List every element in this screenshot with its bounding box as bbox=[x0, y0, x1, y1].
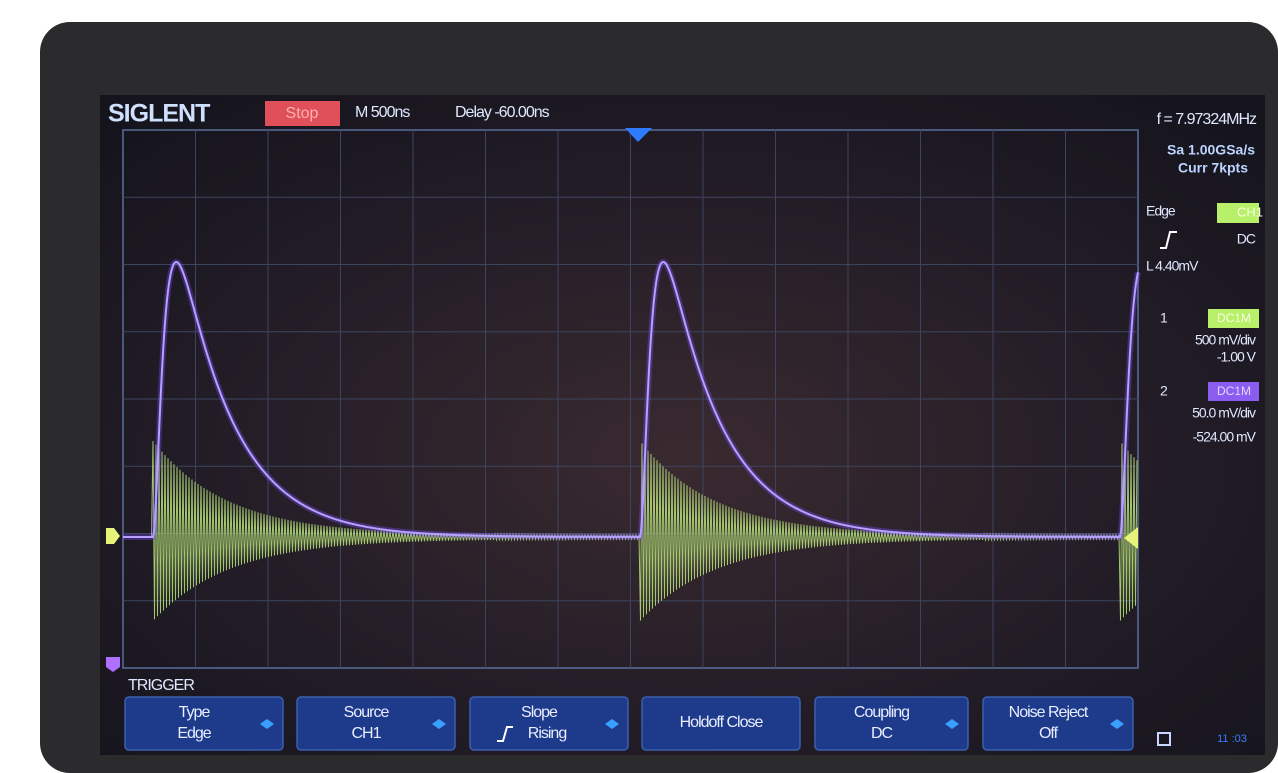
button-label[interactable]: Source bbox=[344, 704, 390, 721]
status: Stop bbox=[286, 105, 319, 122]
ch1-scale: 500 mV/div bbox=[1195, 332, 1256, 348]
button-label[interactable]: Slope bbox=[521, 704, 558, 721]
menu-button[interactable]: Coupling DC bbox=[815, 697, 968, 750]
ch1-coupling: DC1M bbox=[1217, 311, 1251, 325]
menu-button[interactable]: Slope Rising bbox=[470, 697, 628, 750]
trigger-type: Edge bbox=[1146, 203, 1176, 219]
scope-photo: SIGLENT Stop M 500ns Delay -60.00ns f = … bbox=[0, 0, 1278, 773]
button-value[interactable]: CH1 bbox=[351, 725, 381, 742]
button-label[interactable]: Noise Reject bbox=[1009, 704, 1089, 721]
timebase: M 500ns bbox=[355, 104, 410, 121]
button-value[interactable]: DC bbox=[871, 725, 893, 742]
trigger-coupling: DC bbox=[1237, 231, 1256, 247]
button-value[interactable]: Rising bbox=[528, 725, 567, 742]
menu-button[interactable]: Source CH1 bbox=[297, 697, 455, 750]
trigger-source: CH1 bbox=[1237, 204, 1263, 219]
brand: SIGLENT bbox=[108, 100, 210, 128]
ch1-offset: -1.00 V bbox=[1217, 349, 1257, 365]
button-label[interactable]: Type bbox=[179, 704, 211, 721]
menu-button[interactable]: Noise Reject Off bbox=[983, 697, 1133, 750]
menu-title: TRIGGER bbox=[128, 677, 194, 694]
menu-button[interactable]: Type Edge bbox=[125, 697, 283, 750]
button-value[interactable]: Edge bbox=[177, 725, 211, 742]
ch2-scale: 50.0 mV/div bbox=[1192, 405, 1256, 421]
frequency: f = 7.97324MHz bbox=[1157, 111, 1257, 128]
screen bbox=[100, 95, 1265, 755]
delay: Delay -60.00ns bbox=[455, 104, 550, 121]
clock: 11 :03 bbox=[1217, 733, 1247, 745]
menu-button[interactable]: Holdoff Close bbox=[642, 697, 800, 750]
ch2-offset: -524.00 mV bbox=[1193, 429, 1257, 445]
button-label[interactable]: Coupling bbox=[854, 704, 909, 721]
ch2-coupling: DC1M bbox=[1217, 384, 1251, 398]
button-value[interactable]: Off bbox=[1039, 725, 1059, 742]
trigger-level: L 4.40mV bbox=[1146, 258, 1199, 274]
memory-depth: Curr 7kpts bbox=[1178, 160, 1248, 176]
button-label[interactable]: Holdoff Close bbox=[680, 714, 764, 731]
sample-rate: Sa 1.00GSa/s bbox=[1167, 142, 1255, 158]
